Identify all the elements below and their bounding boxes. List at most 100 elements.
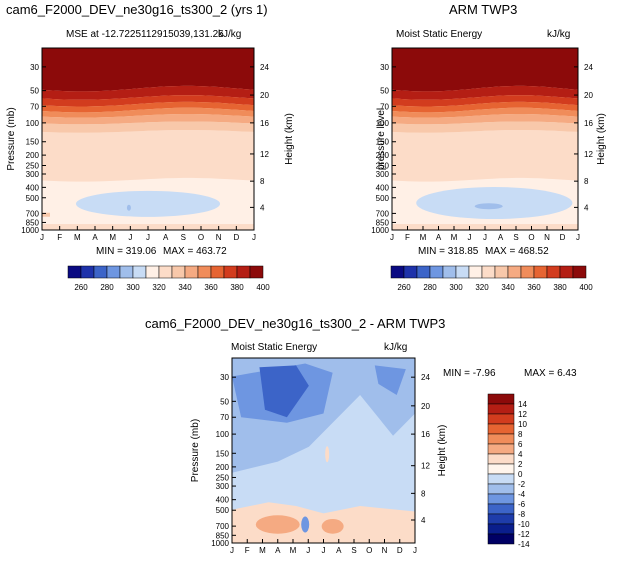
minimum-blob: [416, 187, 573, 220]
pressure-tick-label: 100: [376, 119, 390, 128]
colorbar-swatch: [487, 513, 515, 525]
surface-patch: [42, 212, 50, 217]
month-tick-label: A: [92, 233, 98, 242]
colorbar-swatch: [455, 265, 470, 279]
height-tick-label: 12: [584, 150, 593, 159]
month-tick-label: O: [366, 546, 372, 555]
band-370: [42, 101, 254, 113]
pressure-tick-label: 850: [216, 531, 230, 540]
colorbar-swatch: [487, 453, 515, 465]
month-tick-label: S: [351, 546, 356, 555]
diff-region-pos4b: [321, 518, 344, 534]
month-tick-label: A: [163, 233, 169, 242]
colorbar-tick-label: 10: [518, 420, 527, 429]
colorbar-swatch: [249, 265, 264, 279]
colorbar-tick-label: -2: [518, 480, 526, 489]
height-tick-label: 20: [260, 91, 269, 100]
colorbar-tick-label: 400: [256, 283, 270, 292]
colorbar-swatch: [132, 265, 147, 279]
month-tick-label: N: [216, 233, 222, 242]
band-360: [42, 107, 254, 118]
y-axis-right-label: Height (km): [596, 113, 607, 165]
colorbar-swatch: [80, 265, 95, 279]
colorbar-swatch: [158, 265, 173, 279]
pressure-tick-label: 200: [376, 151, 390, 160]
month-tick-label: J: [128, 233, 132, 242]
colorbar-swatch: [145, 265, 160, 279]
y-axis-right-label: Height (km): [437, 425, 448, 477]
month-tick-label: F: [405, 233, 410, 242]
pressure-tick-label: 700: [26, 209, 40, 218]
band-400plus: [42, 48, 254, 92]
month-tick-label: J: [146, 233, 150, 242]
month-tick-label: M: [74, 233, 81, 242]
y-axis-label: pressure level: [376, 108, 387, 170]
height-tick-label: 4: [584, 203, 589, 212]
colorbar-swatch: [507, 265, 522, 279]
colorbar-tick-label: 300: [449, 283, 463, 292]
pressure-tick-label: 700: [216, 522, 230, 531]
height-tick-label: 24: [584, 63, 593, 72]
month-tick-label: J: [322, 546, 326, 555]
month-tick-label: J: [390, 233, 394, 242]
height-tick-label: 8: [421, 489, 426, 498]
pressure-tick-label: 250: [26, 162, 40, 171]
month-tick-label: D: [397, 546, 403, 555]
colorbar-tick-label: -12: [518, 530, 530, 539]
height-tick-label: 16: [584, 119, 593, 128]
panel3-min: MIN = -7.96: [443, 368, 496, 379]
colorbar-tick-label: 380: [553, 283, 567, 292]
colorbar-swatch: [487, 423, 515, 435]
pressure-tick-label: 30: [30, 63, 39, 72]
colorbar-swatch: [416, 265, 431, 279]
pressure-tick-label: 300: [216, 482, 230, 491]
pressure-tick-label: 200: [216, 463, 230, 472]
panel1-subtitle-left: MSE at -12.7225112915039,131.25: [66, 29, 224, 40]
colorbar-swatch: [93, 265, 108, 279]
pressure-tick-label: 500: [216, 506, 230, 515]
colorbar-tick-label: 380: [230, 283, 244, 292]
height-tick-label: 8: [584, 177, 589, 186]
colorbar-swatch: [487, 463, 515, 475]
colorbar-swatch: [210, 265, 225, 279]
panel2-subtitle-right: kJ/kg: [547, 29, 571, 40]
colorbar-swatch: [487, 393, 515, 405]
colorbar-tick-label: 300: [126, 283, 140, 292]
pressure-tick-label: 500: [26, 194, 40, 203]
colorbar-tick-label: 4: [518, 450, 523, 459]
colorbar-tick-label: 320: [152, 283, 166, 292]
month-tick-label: A: [336, 546, 342, 555]
colorbar-swatch: [390, 265, 405, 279]
month-tick-label: D: [233, 233, 239, 242]
month-tick-label: J: [483, 233, 487, 242]
month-tick-label: J: [306, 546, 310, 555]
colorbar-swatch: [429, 265, 444, 279]
pressure-tick-label: 300: [376, 170, 390, 179]
pressure-tick-label: 100: [216, 430, 230, 439]
pressure-tick-label: 30: [380, 63, 389, 72]
pressure-tick-label: 200: [26, 151, 40, 160]
colorbar-tick-label: -6: [518, 500, 526, 509]
band-340: [42, 130, 254, 182]
y-axis-label: Pressure (mb): [190, 419, 201, 482]
colorbar-swatch: [171, 265, 186, 279]
pressure-tick-label: 1000: [371, 226, 389, 235]
colorbar-tick-label: 260: [74, 283, 88, 292]
colorbar-swatch: [533, 265, 548, 279]
pressure-tick-label: 400: [26, 183, 40, 192]
month-tick-label: O: [528, 233, 534, 242]
month-tick-label: J: [230, 546, 234, 555]
band-350: [392, 114, 578, 125]
month-tick-label: F: [245, 546, 250, 555]
colorbar-tick-label: 320: [475, 283, 489, 292]
band-380: [392, 95, 578, 107]
colorbar-swatch: [546, 265, 561, 279]
colorbar-tick-label: 260: [397, 283, 411, 292]
panel1-title: cam6_F2000_DEV_ne30g16_ts300_2 (yrs 1): [6, 2, 268, 17]
colorbar-tick-label: 8: [518, 430, 523, 439]
month-tick-label: A: [498, 233, 504, 242]
minimum-core: [126, 204, 131, 211]
height-tick-label: 4: [421, 516, 426, 525]
minimum-core: [474, 203, 503, 210]
